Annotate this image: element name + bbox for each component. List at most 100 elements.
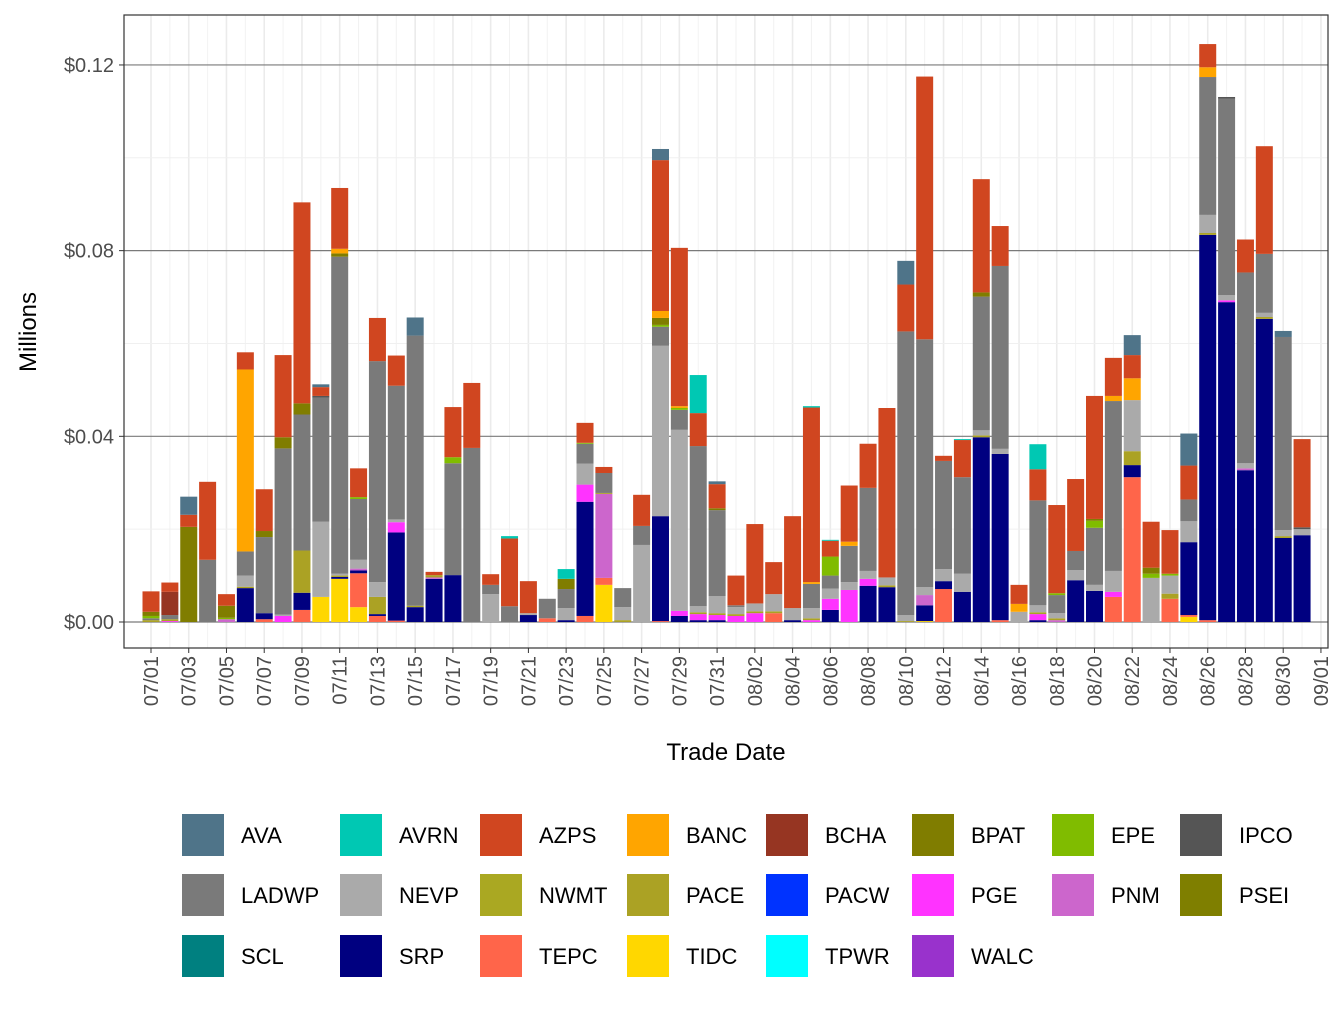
bar-segment-pace [595, 492, 613, 494]
legend-item-tpwr: TPWR [766, 935, 890, 977]
y-axis-title: Millions [15, 292, 42, 372]
bar-segment-azps [161, 582, 179, 592]
bar-segment-azps [576, 422, 594, 443]
bar-segment-pace [293, 550, 311, 593]
x-tick-label: 08/02 [745, 656, 767, 706]
bar-segment-srp [1274, 537, 1292, 622]
legend-label: IPCO [1239, 823, 1293, 848]
bar-segment-ladwp [1236, 272, 1254, 464]
bar-segment-ladwp [859, 487, 877, 571]
bar-07-17 [444, 407, 462, 622]
bar-segment-avrn [821, 539, 839, 541]
bar-segment-ladwp [614, 588, 632, 608]
bar-segment-avrn [557, 569, 575, 579]
legend-item-bpat: BPAT [912, 814, 1025, 856]
x-tick-label: 07/13 [367, 656, 389, 706]
bar-segment-ladwp [670, 409, 688, 430]
legend-swatch [480, 814, 522, 856]
bar-segment-ladwp [293, 414, 311, 551]
bar-segment-tepc [991, 620, 1009, 622]
bar-segment-nevp [1086, 584, 1103, 591]
bar-segment-pace [368, 596, 386, 615]
bar-segment-epe [217, 617, 235, 620]
bar-segment-tidc [331, 578, 349, 622]
legend-label: NWMT [539, 883, 607, 908]
legend-item-banc: BANC [627, 814, 747, 856]
bar-segment-pace [765, 611, 783, 614]
legend-swatch [1052, 874, 1094, 916]
bar-07-13 [368, 317, 386, 622]
y-tick-label: $0.00 [64, 612, 114, 634]
bar-segment-tepc [350, 573, 368, 608]
bar-segment-srp [519, 615, 537, 622]
bar-segment-srp [293, 592, 311, 610]
legend-swatch [766, 814, 808, 856]
legend-label: PNM [1111, 883, 1160, 908]
bar-08-01 [727, 575, 745, 622]
bar-segment-azps [633, 494, 651, 526]
bar-segment-nevp [784, 608, 802, 621]
bar-segment-epe [1086, 520, 1103, 528]
bar-segment-nevp [236, 575, 254, 587]
legend-swatch [912, 874, 954, 916]
bar-segment-pge [708, 615, 726, 621]
bar-segment-ladwp [142, 618, 160, 621]
bar-segment-bcha [161, 591, 179, 616]
y-tick-label: $0.12 [64, 55, 114, 77]
bar-segment-azps [727, 575, 745, 606]
legend-item-pacw: PACW [766, 874, 890, 916]
bar-segment-bpat [274, 437, 292, 449]
bar-segment-azps [1255, 146, 1273, 254]
bars [142, 44, 1311, 622]
legend-label: BANC [686, 823, 747, 848]
bar-08-20 [1086, 395, 1103, 622]
bar-segment-epe [576, 442, 594, 444]
bar-segment-nevp [1274, 530, 1292, 537]
bar-07-09 [293, 202, 311, 622]
legend-item-scl: SCL [182, 935, 284, 977]
bar-segment-pace [1199, 233, 1217, 235]
bar-segment-nevp [312, 521, 330, 597]
bar-segment-nevp [1255, 312, 1273, 318]
bar-segment-srp [972, 437, 990, 622]
legend-label: PACW [825, 883, 890, 908]
bar-segment-pnm [595, 493, 613, 578]
bar-segment-ladwp [406, 335, 424, 606]
bar-segment-nevp [274, 614, 292, 616]
bar-segment-banc [1123, 378, 1141, 401]
bar-segment-pnm [1048, 620, 1066, 622]
legend-item-psei: PSEI [1180, 874, 1289, 916]
legend-label: AZPS [539, 823, 596, 848]
bar-segment-pace [802, 618, 820, 621]
bar-08-21 [1104, 357, 1122, 622]
bar-segment-pace [1274, 536, 1292, 538]
bar-segment-nevp [331, 573, 349, 576]
bar-segment-azps [916, 76, 934, 340]
bar-segment-pace [972, 435, 990, 438]
bar-segment-srp [651, 516, 669, 622]
bar-segment-srp [1180, 542, 1198, 616]
bar-segment-nevp [972, 430, 990, 436]
bar-segment-pge [161, 621, 179, 622]
legend-label: PACE [686, 883, 744, 908]
bar-segment-tidc [312, 596, 330, 622]
bar-segment-pace [1161, 593, 1179, 599]
bar-07-27 [633, 494, 651, 622]
bar-segment-ladwp [651, 326, 669, 346]
bar-08-12 [935, 455, 953, 622]
bar-segment-bpat [217, 605, 235, 618]
bar-segment-tidc [1180, 616, 1198, 622]
bar-segment-tepc [595, 577, 613, 585]
bar-segment-pace [142, 620, 160, 622]
bar-07-20 [501, 536, 519, 622]
bar-segment-tidc [350, 607, 368, 622]
bar-segment-pge [727, 615, 745, 622]
x-tick-label: 08/14 [971, 656, 993, 706]
x-tick-label: 07/03 [179, 656, 201, 706]
bar-segment-srp [350, 570, 368, 574]
legend-swatch [480, 935, 522, 977]
x-tick-label: 08/06 [820, 656, 842, 706]
legend-item-tepc: TEPC [480, 935, 598, 977]
bar-segment-nevp [916, 587, 934, 596]
bar-segment-nevp [1199, 214, 1217, 234]
